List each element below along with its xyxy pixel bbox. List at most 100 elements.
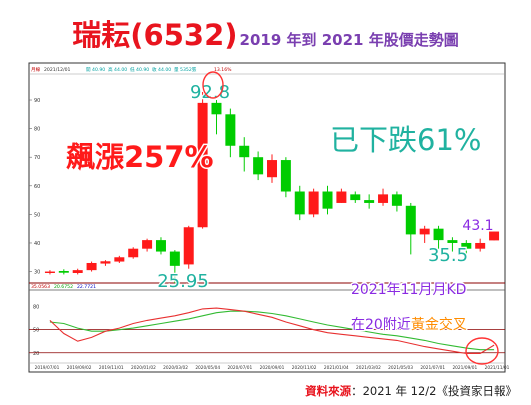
candle-body (419, 228, 430, 235)
candle-body (308, 191, 319, 215)
annotation-fall: 已下跌61% (330, 123, 481, 157)
candle (169, 250, 180, 283)
source-note: 資料來源：2021 年 12/2《投資家日報》 (305, 383, 517, 399)
candle-body (336, 191, 347, 203)
candle-body (322, 191, 333, 209)
candle (433, 225, 444, 249)
candle-body (169, 251, 180, 266)
candle-body (86, 262, 97, 271)
highlight-circle-cross (465, 337, 499, 365)
candle (461, 240, 472, 256)
candle (391, 191, 402, 212)
candle (239, 137, 250, 172)
candle-body (211, 102, 222, 115)
info-bar-date: 2021/12/01 (44, 67, 71, 73)
candle-body (280, 160, 291, 192)
candle-body (142, 240, 153, 249)
candle (336, 188, 347, 203)
x-tick-label: 2019/11/01 (99, 365, 124, 371)
candle (86, 261, 97, 272)
x-tick-label: 2020/07/01 (227, 365, 252, 371)
candle (72, 268, 83, 275)
candle-body (350, 194, 361, 201)
x-tick-label: 2020/05/04 (195, 365, 220, 371)
highlight-circle-high (202, 71, 224, 99)
annotation-kd-title: 2021年11月月KD (351, 282, 466, 298)
chart-title: 瑞耘(6532) 2019 年到 2021 年股價走勢圖 (0, 12, 531, 54)
kd-tick-label: 50 (33, 328, 39, 334)
candle (44, 270, 55, 275)
x-tick-label: 2020/09/01 (260, 365, 285, 371)
annotation-last: 43.1 (462, 218, 493, 234)
candle (280, 157, 291, 198)
x-tick-label: 2021/09/01 (452, 365, 477, 371)
candle-body (183, 227, 194, 265)
candle (364, 194, 375, 209)
annotation-kd-note-prefix: 在20附近 (351, 317, 411, 333)
kd-tick-label: 80 (33, 305, 39, 311)
candle-body (58, 270, 69, 273)
candle (405, 202, 416, 255)
candle-body (197, 102, 208, 228)
candle-body (461, 242, 472, 249)
candle (155, 237, 166, 255)
x-tick-label: 2021/01/04 (324, 365, 349, 371)
info-bar-panel: 月線 (31, 66, 41, 73)
candle-body (378, 194, 389, 203)
candle-body (128, 248, 139, 258)
candle (489, 231, 500, 241)
info-bar-extra: 13.16% (214, 67, 232, 73)
annotation-low-start: 25.95 (157, 271, 209, 292)
candle-body (391, 194, 402, 206)
candle (447, 237, 458, 252)
annotation-rise: 飆漲257% (66, 140, 214, 174)
candle (197, 92, 208, 229)
candle (128, 247, 139, 259)
price-tick-label: 40 (34, 241, 40, 247)
kd-k-line (49, 307, 495, 355)
annotation-low-end: 35.5 (428, 245, 468, 266)
candle (114, 255, 125, 263)
x-tick-label: 2021/03/02 (356, 365, 381, 371)
chart-subtitle: 2019 年到 2021 年股價走勢圖 (239, 31, 459, 49)
x-tick-label: 2020/03/02 (163, 365, 188, 371)
candle-body (155, 240, 166, 252)
candle (142, 238, 153, 252)
x-tick-label: 2021/11/01 (485, 365, 510, 371)
candle-body (253, 157, 264, 175)
price-tick-label: 70 (34, 155, 40, 161)
candle-body (267, 160, 277, 178)
candle-body (294, 191, 305, 215)
kd-tick-label: 20 (33, 351, 39, 357)
x-tick-label: 2020/11/02 (292, 365, 317, 371)
candle (322, 185, 333, 215)
candle (100, 260, 111, 266)
candle (183, 225, 194, 269)
candle-body (433, 228, 444, 241)
chart-frame (28, 62, 506, 373)
info-bar-low: 低 40.90 (130, 66, 149, 73)
candle-body (489, 231, 500, 241)
candle-body (225, 114, 236, 146)
annotation-kd-note-emphasis: 黃金交叉 (411, 316, 467, 333)
source-text: ：2021 年 12/2《投資家日報》 (351, 384, 517, 398)
price-tick-label: 30 (34, 270, 40, 276)
candle-body (364, 200, 375, 203)
info-bar-high: 高 44.00 (108, 66, 127, 73)
kd-readout-value: 35.0563 (31, 284, 50, 290)
x-tick-label: 2019/07/01 (35, 365, 60, 371)
price-tick-label: 50 (34, 212, 40, 218)
kd-d-line (49, 310, 495, 351)
price-tick-label: 60 (34, 184, 40, 190)
candle (225, 108, 236, 158)
kd-readout-value: 22.7721 (77, 284, 96, 290)
info-bar-close: 收 44.00 (152, 66, 171, 73)
candle-body (100, 261, 111, 264)
candle-body (447, 240, 458, 243)
price-tick-label: 80 (34, 127, 40, 133)
candle (253, 151, 264, 181)
candle (267, 154, 277, 183)
annotation-kd-note: 在20附近黃金交叉 (351, 316, 467, 333)
candle (294, 185, 305, 221)
